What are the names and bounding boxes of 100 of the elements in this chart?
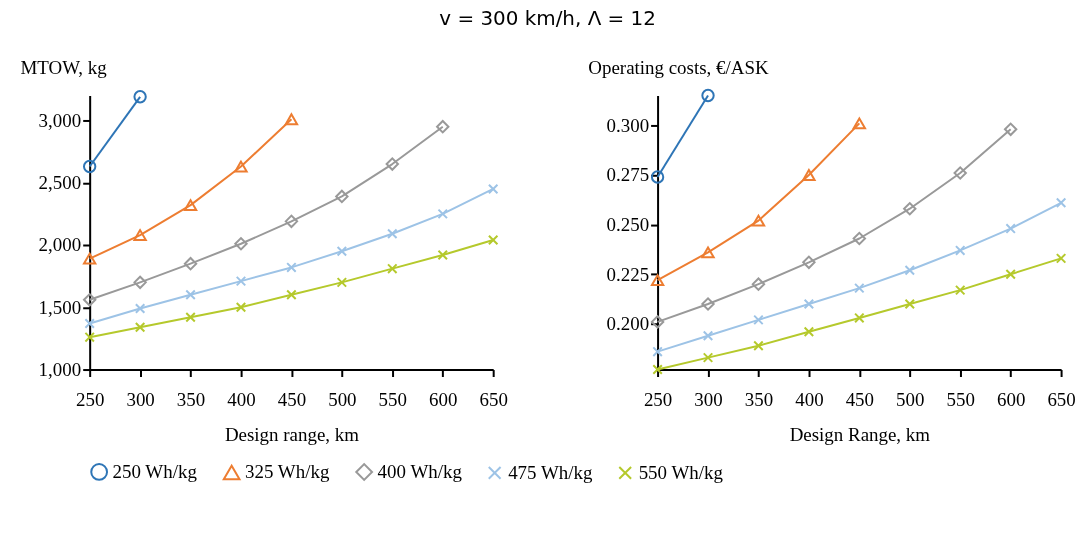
point: [82, 293, 97, 307]
x-tick-label: 350: [744, 388, 774, 410]
x-tick-label: 600: [429, 388, 458, 410]
y-tick-label: 1,000: [38, 359, 82, 381]
point: [751, 214, 766, 227]
point: [650, 315, 665, 329]
point: [1055, 253, 1067, 264]
point: [436, 120, 450, 134]
y-tick-label: 2,000: [38, 234, 82, 256]
point: [82, 252, 97, 265]
point: [134, 303, 146, 314]
point: [84, 318, 95, 329]
y-tick-label: 0.250: [606, 214, 650, 236]
point: [650, 274, 665, 287]
point: [702, 330, 714, 342]
x-axis-title: Design range, km: [224, 423, 360, 445]
point: [235, 302, 247, 313]
point: [336, 277, 348, 288]
point: [854, 282, 865, 294]
point: [904, 298, 916, 310]
x-tick-label: 650: [1047, 388, 1076, 410]
y-tick-label: 0.200: [606, 313, 650, 335]
point: [802, 255, 816, 270]
point: [335, 189, 349, 204]
point: [753, 314, 764, 326]
point: [753, 340, 764, 351]
point: [134, 321, 146, 333]
point: [1005, 223, 1016, 234]
point: [234, 160, 248, 173]
point: [336, 245, 348, 257]
x-tick-label: 650: [479, 388, 508, 410]
point: [487, 183, 499, 195]
y-tick-label: 0.300: [606, 114, 650, 136]
point: [284, 214, 299, 229]
legend-label: 400 Wh/kg: [377, 460, 463, 482]
point: [183, 199, 198, 212]
point: [183, 257, 198, 271]
x-tick-label: 500: [328, 388, 357, 410]
point: [701, 88, 715, 103]
point: [437, 249, 448, 261]
point: [904, 265, 916, 276]
point: [82, 159, 97, 174]
point: [84, 331, 95, 343]
y-tick-label: 0.225: [606, 263, 650, 285]
x-tick-label: 450: [845, 388, 875, 410]
x-tick-label: 300: [694, 388, 723, 410]
x-axis-title: Design Range, km: [789, 423, 931, 445]
point: [1003, 122, 1018, 136]
point: [437, 208, 448, 220]
x-tick-label: 500: [896, 388, 925, 410]
x-tick-label: 300: [126, 388, 155, 410]
point: [650, 170, 665, 184]
point: [185, 311, 196, 323]
legend-label: 550 Wh/kg: [638, 461, 724, 483]
x-tick-label: 400: [795, 388, 824, 410]
legend-label: 325 Wh/kg: [245, 461, 330, 483]
point: [133, 275, 147, 290]
point: [854, 312, 865, 324]
point: [235, 275, 247, 287]
point: [487, 234, 499, 246]
point: [702, 352, 714, 363]
point: [803, 298, 815, 310]
x-tick-label: 600: [996, 388, 1026, 410]
point: [385, 157, 399, 171]
point: [852, 231, 867, 246]
legend-label: 250 Wh/kg: [112, 460, 198, 482]
x-tick-label: 250: [643, 388, 673, 410]
y-tick-label: 3,000: [38, 109, 82, 131]
point: [286, 289, 297, 301]
point: [387, 228, 398, 240]
point: [284, 113, 299, 126]
point: [852, 117, 867, 130]
y-axis-title: Operating costs, €/ASK: [588, 57, 769, 79]
point: [185, 289, 196, 301]
x-tick-label: 350: [176, 388, 206, 410]
y-axis-title: MTOW, kg: [20, 57, 108, 79]
legend-label: 475 Wh/kg: [508, 461, 593, 483]
point: [701, 297, 715, 311]
point: [802, 169, 816, 181]
point: [652, 346, 663, 357]
x-tick-label: 450: [277, 388, 307, 410]
point: [286, 262, 297, 273]
point: [751, 277, 766, 291]
point: [133, 90, 147, 104]
point: [1005, 268, 1016, 280]
x-tick-label: 550: [378, 388, 407, 410]
point: [954, 284, 966, 296]
x-tick-label: 250: [75, 388, 105, 410]
point: [1055, 197, 1067, 209]
x-tick-label: 400: [227, 388, 256, 410]
point: [701, 246, 715, 259]
point: [803, 326, 815, 338]
x-tick-label: 550: [946, 388, 975, 410]
point: [387, 263, 398, 274]
y-tick-label: 0.275: [606, 164, 650, 186]
point: [903, 202, 917, 216]
y-tick-label: 1,500: [38, 296, 82, 318]
y-tick-label: 2,500: [38, 172, 82, 194]
text: v = 300 km/h, Λ = 12: [439, 6, 656, 30]
point: [234, 237, 248, 251]
